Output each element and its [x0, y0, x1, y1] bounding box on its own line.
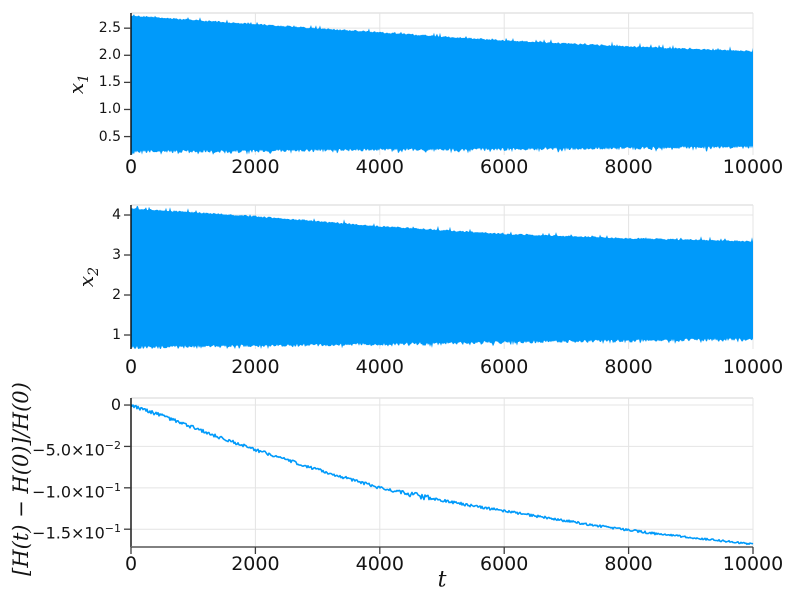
ylabel-x2-subscript: 2 [86, 266, 102, 276]
x-tick-label: 8000 [604, 553, 653, 575]
y-axis-label-x2: x2 [74, 267, 102, 287]
x-tick-label: 2000 [231, 156, 280, 178]
y-tick-label: 1.0 [98, 101, 121, 118]
x-tick-label: 2000 [231, 356, 280, 378]
y-tick-label: 2.0 [98, 47, 121, 64]
x-tick-label: 6000 [480, 356, 529, 378]
x-tick-label: 8000 [604, 156, 653, 178]
x-tick-label: 6000 [480, 156, 529, 178]
x-tick-label: 4000 [355, 553, 404, 575]
y-tick-label: 1 [112, 327, 121, 343]
x-tick-label: 2000 [231, 553, 280, 575]
y-tick-label: −1.5×10−1 [32, 522, 121, 543]
y-tick-label: 1.5 [98, 74, 121, 91]
x-tick-label: 4000 [355, 356, 404, 378]
y-axis-label-energy-error: [H(t) − H(0)]/H(0) [9, 382, 33, 576]
y-tick-label: 2.5 [98, 20, 121, 37]
ylabel-x1-base: x [64, 82, 88, 95]
y-tick-label: −1.0×10−1 [32, 480, 121, 502]
x-tick-label: 4000 [355, 156, 404, 178]
y-axis-label-x1: x1 [64, 74, 92, 94]
ylabel-x2-base: x [74, 275, 98, 288]
x-tick-label: 6000 [480, 553, 529, 575]
x-tick-label: 8000 [604, 356, 653, 378]
y-tick-label: 2 [112, 287, 121, 303]
x-axis-label-t: t [437, 567, 447, 593]
x-tick-label: 0 [124, 553, 138, 575]
x-tick-label: 10000 [722, 553, 784, 575]
x-tick-label: 0 [124, 156, 138, 178]
y-tick-label: 0 [110, 395, 121, 415]
x-tick-label: 10000 [722, 156, 784, 178]
y-tick-label: 0.5 [98, 128, 121, 145]
ylabel-x1-subscript: 1 [76, 73, 92, 83]
y-tick-label: 3 [112, 247, 121, 263]
y-tick-label: 4 [112, 207, 121, 223]
x-tick-label: 0 [124, 356, 138, 378]
x-tick-label: 10000 [722, 356, 784, 378]
y-tick-label: −5.0×10−2 [32, 439, 121, 460]
